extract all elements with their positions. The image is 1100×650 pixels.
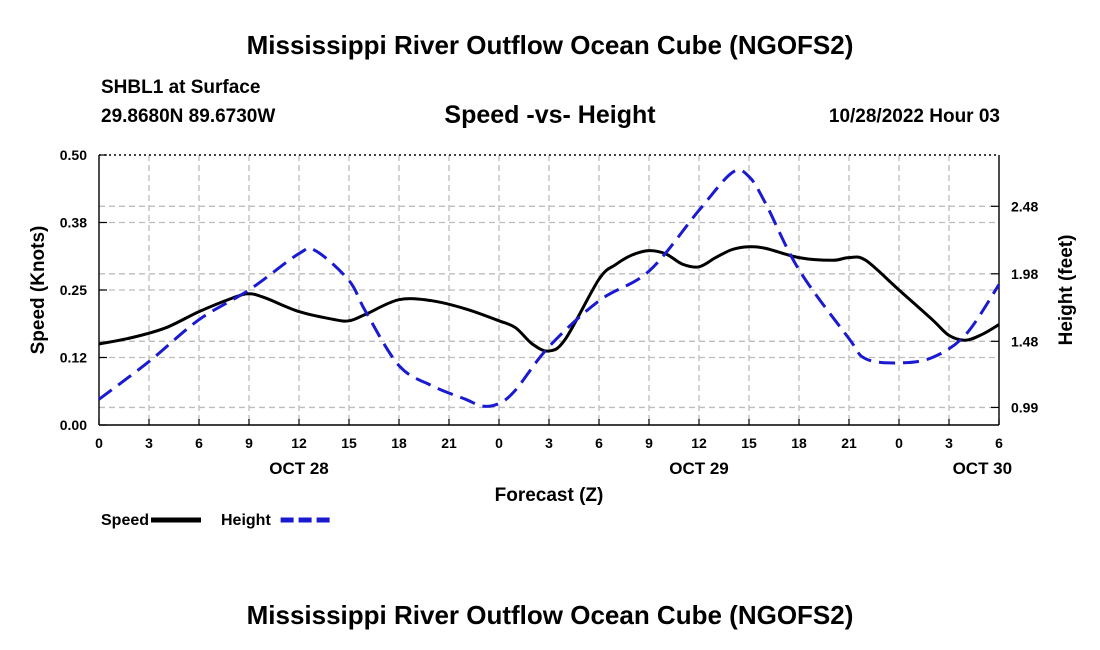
x-tick-label: 15 xyxy=(341,435,357,451)
x-tick-label: 21 xyxy=(841,435,857,451)
y-axis-title-left: Speed (Knots) xyxy=(28,226,49,355)
axis-labels: 0 3 6 9 12 15 18 21 0 3 6 9 12 15 18 21 0 3 6 0.00 0.12 0.25 0… xyxy=(28,147,1077,506)
x-tick-label: 15 xyxy=(741,435,757,451)
x-tick-label: 0 xyxy=(95,435,103,451)
series-line-height xyxy=(98,168,1001,408)
y-tick-label-left: 0.12 xyxy=(60,350,87,366)
x-tick-label: 3 xyxy=(145,435,153,451)
forecast-date: 10/28/2022 Hour 03 xyxy=(828,106,1000,127)
y-tick-label-left: 0.50 xyxy=(60,147,87,163)
page-title-bottom: Mississippi River Outflow Ocean Cube (NG… xyxy=(246,600,854,630)
data-series xyxy=(98,168,1001,408)
y-tick-label-right: 2.48 xyxy=(1011,198,1038,214)
x-tick-label: 0 xyxy=(495,435,503,451)
series-line-speed xyxy=(98,245,1000,353)
y-tick-label-right: 1.48 xyxy=(1011,333,1038,349)
x-tick-label: 3 xyxy=(545,435,553,451)
y-tick-label-left: 0.25 xyxy=(60,282,87,298)
chart-title: Speed -vs- Height xyxy=(444,101,656,129)
x-tick-label: 6 xyxy=(995,435,1003,451)
x-tick-label: 12 xyxy=(291,435,307,451)
x-tick-label: 6 xyxy=(595,435,603,451)
y-tick-label-left: 0.38 xyxy=(60,215,87,231)
x-tick-label: 12 xyxy=(691,435,707,451)
y-tick-label-right: 1.98 xyxy=(1011,266,1038,282)
station-label: SHBL1 at Surface xyxy=(101,77,261,98)
x-tick-label: 0 xyxy=(895,435,903,451)
speed-height-chart: 0 3 6 9 12 15 18 21 0 3 6 9 12 15 18 21 0 3 6 0.00 0.12 0.25 0… xyxy=(28,147,1077,529)
y-tick-label-left: 0.00 xyxy=(60,417,87,433)
date-label: OCT 28 xyxy=(269,459,329,478)
x-tick-label: 18 xyxy=(391,435,407,451)
date-label: OCT 29 xyxy=(669,459,729,478)
legend: Speed Height xyxy=(101,512,331,529)
legend-label-height: Height xyxy=(221,512,271,529)
station-coords: 29.8680N 89.6730W xyxy=(101,106,276,127)
axes xyxy=(98,154,1000,426)
page-title: Mississippi River Outflow Ocean Cube (NG… xyxy=(246,30,854,60)
y-axis-title-right: Height (feet) xyxy=(1056,235,1077,346)
legend-label-speed: Speed xyxy=(101,512,149,529)
x-tick-label: 6 xyxy=(195,435,203,451)
grid-lines xyxy=(99,155,999,425)
x-tick-label: 21 xyxy=(441,435,457,451)
x-tick-label: 18 xyxy=(791,435,807,451)
y-tick-label-right: 0.99 xyxy=(1011,399,1038,415)
date-label: OCT 30 xyxy=(953,459,1013,478)
x-axis-title: Forecast (Z) xyxy=(495,485,604,506)
x-tick-label: 9 xyxy=(645,435,653,451)
x-tick-label: 9 xyxy=(245,435,253,451)
x-tick-label: 3 xyxy=(945,435,953,451)
